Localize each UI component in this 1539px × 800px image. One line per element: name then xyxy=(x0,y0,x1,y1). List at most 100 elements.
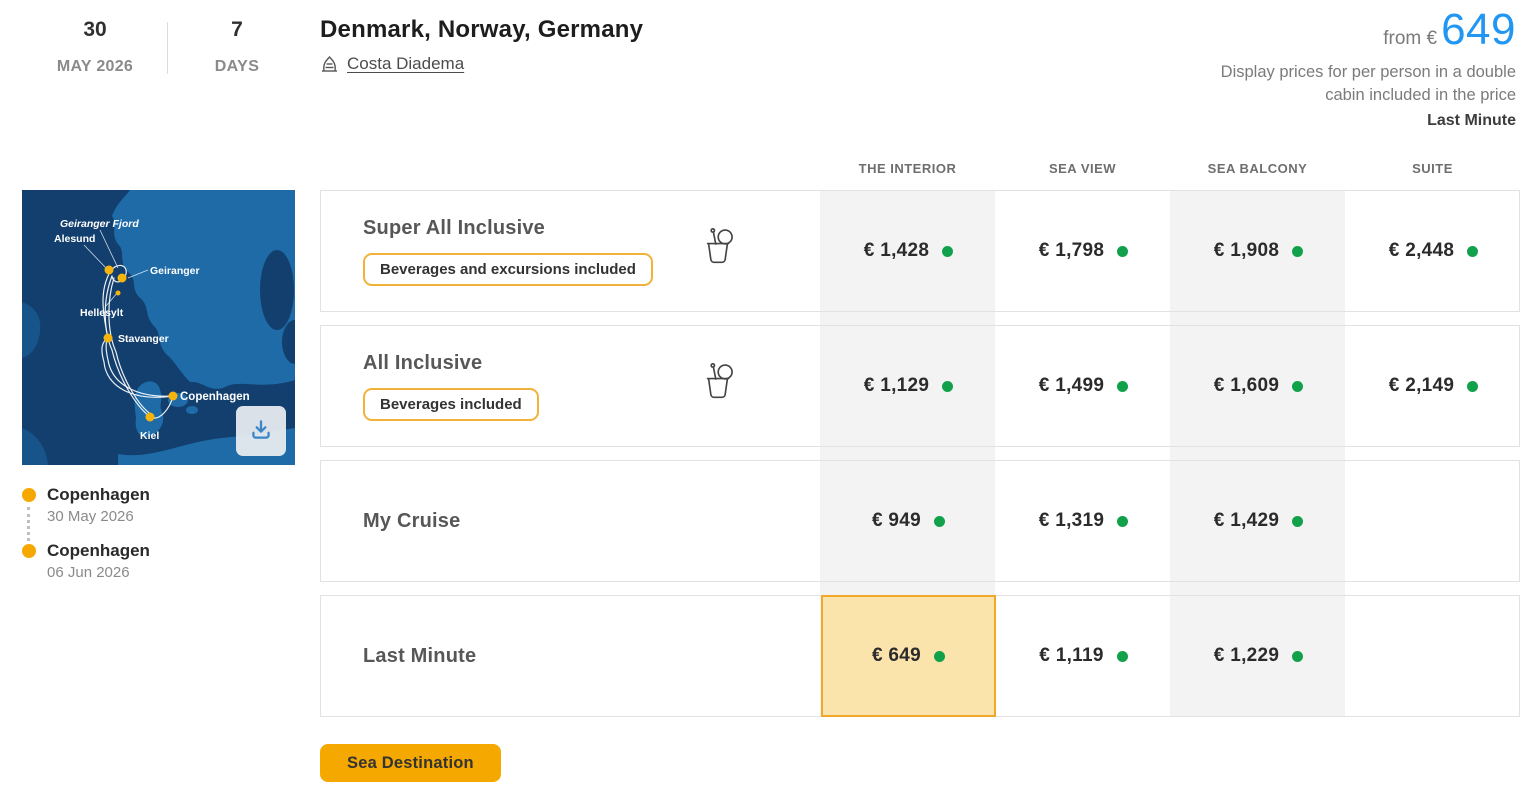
price-value: € 1,908 xyxy=(1213,240,1280,261)
price-cell[interactable]: € 1,429 xyxy=(1171,461,1346,581)
pricing-rows: Super All Inclusive Beverages and excurs… xyxy=(320,190,1520,717)
port-dots xyxy=(103,265,178,422)
left-column: Geiranger Fjord Alesund Geiranger Helles… xyxy=(22,190,295,581)
price-cell[interactable]: € 1,908 xyxy=(1171,191,1346,311)
stop-port-name: Copenhagen xyxy=(47,485,150,504)
price-cell[interactable]: € 1,229 xyxy=(1171,596,1346,716)
beverage-bucket-icon xyxy=(699,227,737,276)
rate-badge: Beverages and excursions included xyxy=(363,252,653,286)
map-label-alesund: Alesund xyxy=(54,233,95,245)
availability-dot-icon xyxy=(942,245,954,257)
price-cell[interactable]: € 1,319 xyxy=(996,461,1171,581)
from-label: from € xyxy=(1383,28,1438,49)
sea-destination-button[interactable]: Sea Destination xyxy=(320,744,501,782)
cruise-header: Denmark, Norway, Germany Costa Diadema xyxy=(320,16,643,74)
column-header-sea-view: SEA VIEW xyxy=(1048,160,1117,176)
port-dot-icon xyxy=(22,488,36,502)
price-value: € 649 xyxy=(871,645,922,666)
route-map: Geiranger Fjord Alesund Geiranger Helles… xyxy=(22,190,295,465)
itinerary-stop-arrival: Copenhagen 06 Jun 2026 xyxy=(22,541,295,581)
availability-dot-icon xyxy=(1117,245,1129,257)
price-value: € 1,499 xyxy=(1038,375,1105,396)
availability-dot-icon xyxy=(1116,650,1128,662)
availability-dot-icon xyxy=(1292,650,1304,662)
map-label-kiel: Kiel xyxy=(140,430,159,442)
price-value: € 949 xyxy=(871,510,922,531)
map-label-hellesylt: Hellesylt xyxy=(80,307,124,319)
availability-dot-icon xyxy=(1467,380,1479,392)
itinerary-stop-departure: Copenhagen 30 May 2026 xyxy=(22,485,295,525)
price-cell-selected[interactable]: € 649 xyxy=(821,595,996,717)
rate-row-all-inclusive: All Inclusive Beverages included € 1,129 xyxy=(320,325,1520,447)
availability-dot-icon xyxy=(1292,515,1304,527)
price-value: € 1,119 xyxy=(1039,645,1104,666)
availability-dot-icon xyxy=(1292,380,1304,392)
availability-dot-icon xyxy=(1117,380,1129,392)
price-disclaimer: Display prices for per person in a doubl… xyxy=(1220,63,1516,105)
price-summary: from € 649 Display prices for per person… xyxy=(1186,8,1516,130)
rate-name: All Inclusive xyxy=(363,351,483,374)
ship-name-link[interactable]: Costa Diadema xyxy=(347,54,465,73)
cabin-column-headers: THE INTERIOR SEA VIEW SEA BALCONY SUITE xyxy=(320,150,1520,186)
price-value: € 1,609 xyxy=(1213,375,1280,396)
ship-icon xyxy=(320,55,339,73)
price-value: € 1,798 xyxy=(1038,240,1105,261)
map-download-button[interactable] xyxy=(236,406,286,456)
price-cell[interactable]: € 949 xyxy=(821,461,996,581)
cruise-duration: 7 DAYS xyxy=(182,18,292,76)
price-cell[interactable]: € 1,499 xyxy=(996,326,1171,446)
lowest-price: 649 xyxy=(1441,5,1516,54)
price-cell[interactable]: € 2,448 xyxy=(1346,191,1521,311)
map-label-geiranger-fjord: Geiranger Fjord xyxy=(60,218,139,230)
availability-dot-icon xyxy=(1117,515,1129,527)
rate-row-super-all-inclusive: Super All Inclusive Beverages and excurs… xyxy=(320,190,1520,312)
map-label-copenhagen: Copenhagen xyxy=(180,391,250,403)
column-header-suite: SUITE xyxy=(1412,160,1453,176)
rate-label-cell: Super All Inclusive Beverages and excurs… xyxy=(321,191,821,311)
availability-dot-icon xyxy=(1467,245,1479,257)
departure-month-year: MAY 2026 xyxy=(56,58,134,75)
price-value: € 2,448 xyxy=(1388,240,1455,261)
availability-dot-icon xyxy=(1292,245,1304,257)
availability-dot-icon xyxy=(934,650,946,662)
map-label-stavanger: Stavanger xyxy=(118,333,169,345)
column-header-sea-balcony: SEA BALCONY xyxy=(1207,160,1308,176)
price-value: € 1,129 xyxy=(863,375,930,396)
page-title: Denmark, Norway, Germany xyxy=(320,16,644,43)
price-cell[interactable]: € 1,129 xyxy=(821,326,996,446)
column-header-interior: THE INTERIOR xyxy=(858,160,957,176)
price-cell xyxy=(1346,596,1521,716)
price-disclaimer-rate: Last Minute xyxy=(1427,111,1516,129)
price-cell xyxy=(1346,461,1521,581)
departure-date: 30 MAY 2026 xyxy=(38,18,152,76)
beverage-bucket-icon xyxy=(699,362,737,411)
stop-port-name: Copenhagen xyxy=(47,541,150,560)
departure-day: 30 xyxy=(83,18,107,41)
rate-row-my-cruise: My Cruise € 949 € 1,319 € 1,429 xyxy=(320,460,1520,582)
from-price-line: from € 649 xyxy=(1186,8,1516,52)
header-divider xyxy=(167,22,168,74)
rate-name: Last Minute xyxy=(363,644,477,667)
price-cell[interactable]: € 1,798 xyxy=(996,191,1171,311)
price-value: € 2,149 xyxy=(1388,375,1455,396)
price-cell[interactable]: € 1,119 xyxy=(996,596,1171,716)
itinerary-connector xyxy=(27,507,30,541)
price-cell[interactable]: € 1,428 xyxy=(821,191,996,311)
map-label-geiranger: Geiranger xyxy=(150,265,200,277)
stop-date: 30 May 2026 xyxy=(47,508,134,525)
ship-line: Costa Diadema xyxy=(320,54,643,74)
column-stripe-sea-balcony xyxy=(1170,190,1345,717)
rate-label-cell: My Cruise xyxy=(321,461,821,581)
rate-row-last-minute: Last Minute € 649 € 1,119 € 1,229 xyxy=(320,595,1520,717)
price-value: € 1,428 xyxy=(863,240,930,261)
price-cell[interactable]: € 1,609 xyxy=(1171,326,1346,446)
rate-name: My Cruise xyxy=(363,509,461,532)
rate-name: Super All Inclusive xyxy=(363,216,546,239)
availability-dot-icon xyxy=(934,515,946,527)
stop-date: 06 Jun 2026 xyxy=(47,564,130,581)
price-value: € 1,319 xyxy=(1038,510,1105,531)
rate-label-cell: All Inclusive Beverages included xyxy=(321,326,821,446)
price-value: € 1,429 xyxy=(1213,510,1280,531)
price-cell[interactable]: € 2,149 xyxy=(1346,326,1521,446)
